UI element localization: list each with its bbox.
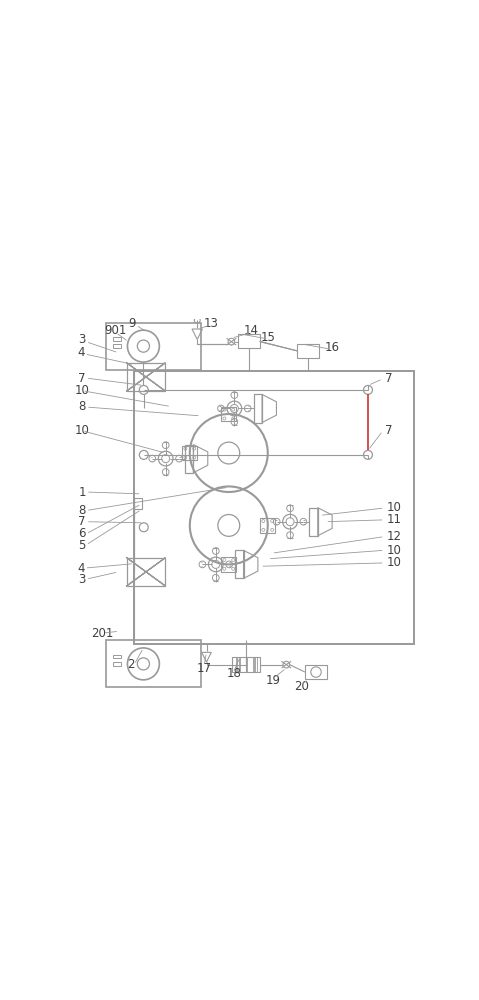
- Text: 20: 20: [294, 680, 308, 693]
- Bar: [113, 655, 121, 658]
- Bar: [235, 550, 243, 578]
- Bar: [113, 662, 121, 666]
- Text: 4: 4: [77, 562, 84, 575]
- Bar: [305, 665, 327, 679]
- Bar: [309, 508, 318, 536]
- Text: 4: 4: [77, 346, 84, 359]
- Bar: [113, 344, 121, 348]
- Bar: [255, 657, 257, 672]
- Text: 901: 901: [104, 324, 127, 337]
- Text: 2: 2: [126, 658, 134, 671]
- Bar: [252, 657, 254, 672]
- Text: 11: 11: [387, 513, 401, 526]
- Bar: [106, 640, 201, 687]
- Text: 7: 7: [79, 372, 86, 385]
- Bar: [134, 498, 142, 509]
- Text: 17: 17: [196, 662, 212, 675]
- Bar: [126, 363, 165, 391]
- Text: 9: 9: [128, 317, 136, 330]
- Text: 8: 8: [79, 400, 86, 413]
- Bar: [297, 344, 319, 358]
- Bar: [221, 407, 236, 421]
- Text: 12: 12: [387, 530, 401, 543]
- Bar: [232, 657, 261, 672]
- Text: 6: 6: [79, 527, 86, 540]
- Bar: [254, 394, 262, 423]
- Text: 7: 7: [385, 372, 392, 385]
- Bar: [106, 323, 201, 370]
- Text: 18: 18: [226, 667, 241, 680]
- Text: 7: 7: [385, 424, 392, 437]
- Text: 16: 16: [325, 341, 340, 354]
- Text: 10: 10: [75, 384, 90, 397]
- Text: 8: 8: [79, 504, 86, 517]
- Text: 1: 1: [79, 486, 86, 499]
- Bar: [236, 657, 238, 672]
- Bar: [238, 334, 260, 348]
- Bar: [113, 337, 121, 341]
- Text: 10: 10: [387, 544, 401, 557]
- Text: 3: 3: [79, 573, 86, 586]
- Text: 3: 3: [79, 333, 86, 346]
- Bar: [221, 557, 236, 572]
- Text: 7: 7: [79, 515, 86, 528]
- Text: 10: 10: [387, 501, 401, 514]
- Bar: [182, 446, 197, 460]
- Text: 10: 10: [387, 556, 401, 569]
- Bar: [126, 558, 165, 586]
- Text: 13: 13: [204, 317, 219, 330]
- Text: 201: 201: [91, 627, 114, 640]
- Text: 10: 10: [75, 424, 90, 437]
- Bar: [185, 445, 194, 473]
- Bar: [134, 371, 414, 644]
- Bar: [261, 518, 275, 533]
- Text: 5: 5: [79, 539, 86, 552]
- Bar: [239, 657, 240, 672]
- Text: 15: 15: [261, 331, 276, 344]
- Bar: [246, 657, 247, 672]
- Text: 19: 19: [266, 674, 281, 687]
- Text: 14: 14: [244, 324, 259, 337]
